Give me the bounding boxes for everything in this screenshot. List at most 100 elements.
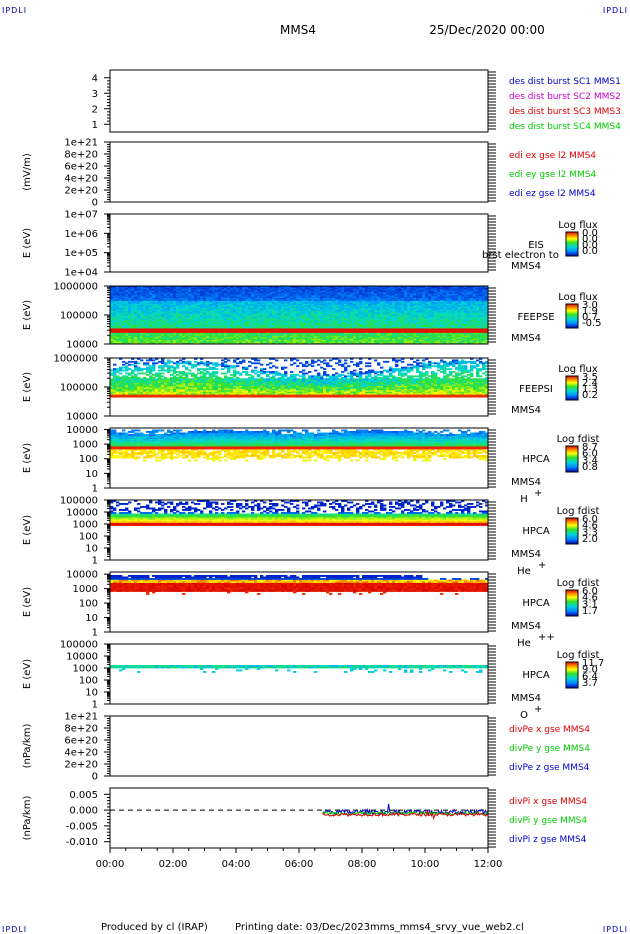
spectrogram-cell [173,320,177,323]
spectrogram-cell [266,342,270,345]
spectrogram-cell [113,319,117,322]
spectrogram-cell [275,330,279,333]
spectrogram-cell [308,317,312,320]
spectrogram-cell [275,323,279,326]
spectrogram-cell [122,322,126,325]
spectrogram-cell [194,312,198,314]
spectrogram-cell [305,329,309,332]
spectrogram-cell [218,294,222,297]
spectrogram-cell [296,336,300,339]
spectrogram-cell [233,288,237,291]
spectrogram-cell [305,300,309,303]
spectrogram-cell [209,317,213,320]
spectrogram-cell [191,297,195,300]
spectrogram-cell [257,291,261,294]
spectrogram-cell [305,335,309,338]
spectrogram-cell [167,291,171,294]
spectrogram-cell [200,304,204,307]
footer-script-name: mms_mms4_srvy_vue_web2.cl [370,922,524,933]
spectrogram-cell [179,303,183,306]
spectrogram-cell [176,290,180,293]
spectrogram-cell [194,325,198,327]
spectrogram-cell [158,317,162,320]
spectrogram-cell [356,330,360,333]
spectrogram-cell [227,326,231,329]
spectrogram-cell [191,336,195,339]
spectrogram-cell [314,326,318,329]
spectrogram-cell [314,341,318,343]
spectrogram-cell [293,319,297,322]
spectrogram-cell [251,313,255,316]
spectrogram-cell [320,307,324,310]
spectrogram-cell [185,328,189,330]
spectrogram-cell [239,317,243,320]
spectrogram-cell [290,328,294,330]
spectrogram-cell [179,342,183,345]
spectrogram-cell [302,299,306,301]
spectrogram-cell [272,325,276,327]
spectrogram-cell [188,339,192,342]
spectrogram-cell [218,342,222,345]
spectrogram-cell [272,304,276,307]
spectrogram-cell [182,310,186,313]
spectrogram-cell [188,329,192,332]
spectrogram-cell [236,320,240,323]
spectrogram-cell [347,286,351,288]
spectrogram-cell [281,342,285,345]
spectrogram-cell [350,339,354,342]
spectrogram-cell [167,316,171,319]
spectrogram-cell [131,300,135,303]
spectrogram-cell [344,299,348,301]
spectrogram-cell [152,312,156,314]
spectrogram-cell [161,320,165,323]
spectrogram-cell [353,317,357,320]
spectrogram-cell [293,310,297,313]
spectrogram-cell [203,330,207,333]
spectrogram-cell [326,299,330,301]
spectrogram-cell [347,312,351,314]
spectrogram-cell [302,325,306,327]
spectrogram-cell [125,309,129,312]
spectrogram-cell [137,335,141,338]
spectrogram-cell [302,323,306,326]
spectrogram-cell [323,329,327,332]
spectrogram-cell [260,328,264,330]
spectrogram-cell [254,341,258,343]
spectrogram-cell [149,291,153,294]
spectrogram-cell [290,310,294,313]
spectrogram-cell [242,328,246,330]
spectrogram-cell [173,338,177,341]
spectrogram-cell [317,315,321,317]
spectrogram-cell [164,299,168,301]
spectrogram-cell [332,332,336,335]
spectrogram-cell [323,312,327,314]
spectrogram-cell [170,291,174,294]
spectrogram-cell [188,342,192,345]
spectrogram-cell [317,338,321,341]
spectrogram-cell [110,338,114,341]
spectrogram-cell [167,294,171,297]
spectrogram-cell [329,341,333,343]
spectrogram-cell [185,299,189,301]
spectrogram-cell [215,290,219,293]
spectrogram-cell [341,341,345,343]
spectrogram-cell [290,286,294,288]
spectrogram-cell [239,290,243,293]
spectrogram-cell [284,323,288,326]
spectrogram-cell [356,290,360,293]
spectrogram-cell [167,322,171,325]
spectrogram-cell [287,322,291,325]
spectrogram-cell [245,323,249,326]
spectrogram-cell [257,288,261,291]
spectrogram-cell [242,290,246,293]
spectrogram-cell [131,291,135,294]
spectrogram-cell [275,290,279,293]
spectrogram-cell [146,328,150,330]
spectrogram-cell [200,326,204,329]
spectrogram-cell [203,339,207,342]
spectrogram-cell [224,317,228,320]
spectrogram-cell [332,342,336,345]
spectrogram-cell [305,336,309,339]
spectrogram-cell [140,333,144,336]
spectrogram-cell [293,336,297,339]
